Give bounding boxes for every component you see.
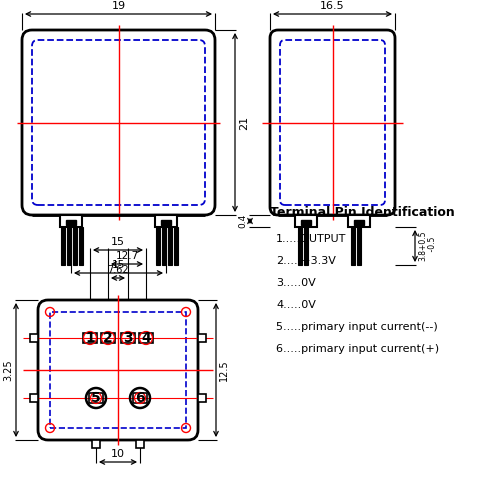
Bar — [121, 333, 135, 343]
Bar — [89, 393, 103, 403]
Text: 4: 4 — [141, 331, 151, 345]
Bar — [162, 227, 166, 265]
Text: 3.8+0.5
    -0.5: 3.8+0.5 -0.5 — [418, 231, 438, 261]
Text: 2: 2 — [103, 331, 113, 345]
Text: 3.25: 3.25 — [3, 359, 13, 381]
Bar — [30, 334, 38, 342]
Bar — [174, 227, 178, 265]
Text: 5: 5 — [91, 391, 101, 405]
Text: 3: 3 — [123, 331, 133, 345]
Bar — [133, 393, 147, 403]
Bar — [79, 227, 83, 265]
Text: 3.....0V: 3.....0V — [276, 278, 316, 288]
Bar — [198, 394, 206, 402]
Text: 1: 1 — [85, 331, 95, 345]
Bar — [67, 227, 71, 265]
Text: 12.5: 12.5 — [219, 359, 229, 381]
Text: 10: 10 — [111, 449, 125, 459]
Text: 4.....0V: 4.....0V — [276, 300, 316, 310]
Text: 19: 19 — [111, 1, 126, 11]
Bar — [348, 215, 370, 227]
Text: 21: 21 — [239, 116, 249, 130]
Bar — [351, 227, 355, 265]
Bar — [61, 227, 65, 265]
Bar — [156, 227, 160, 265]
Text: Terminal Pin Identification: Terminal Pin Identification — [270, 206, 455, 219]
Bar — [155, 215, 177, 227]
Text: 5.....primary input current(--): 5.....primary input current(--) — [276, 322, 438, 332]
Bar — [139, 333, 153, 343]
Bar — [354, 220, 364, 225]
Text: 1.....OUTPUT: 1.....OUTPUT — [276, 234, 346, 244]
Bar — [295, 215, 317, 227]
Bar — [101, 333, 115, 343]
Bar — [198, 334, 206, 342]
Bar — [304, 227, 308, 265]
Bar — [92, 440, 100, 448]
Text: 6: 6 — [135, 391, 145, 405]
Bar — [73, 227, 77, 265]
Bar — [30, 394, 38, 402]
Bar — [136, 440, 144, 448]
Bar — [60, 215, 82, 227]
Text: 16.5: 16.5 — [320, 1, 345, 11]
Text: 15: 15 — [112, 260, 125, 270]
Bar — [168, 227, 172, 265]
Bar — [66, 220, 76, 225]
Bar — [83, 333, 97, 343]
Text: 12.7: 12.7 — [115, 251, 139, 261]
Bar — [161, 220, 171, 225]
Text: 6.....primary input current(+): 6.....primary input current(+) — [276, 344, 439, 354]
Bar — [357, 227, 361, 265]
Bar — [298, 227, 302, 265]
Bar — [301, 220, 311, 225]
Text: 2.....+3.3V: 2.....+3.3V — [276, 256, 336, 266]
Bar — [50, 312, 186, 428]
Text: 0.4: 0.4 — [238, 214, 247, 228]
Text: 15: 15 — [111, 237, 125, 247]
Text: 7.62: 7.62 — [107, 265, 129, 275]
